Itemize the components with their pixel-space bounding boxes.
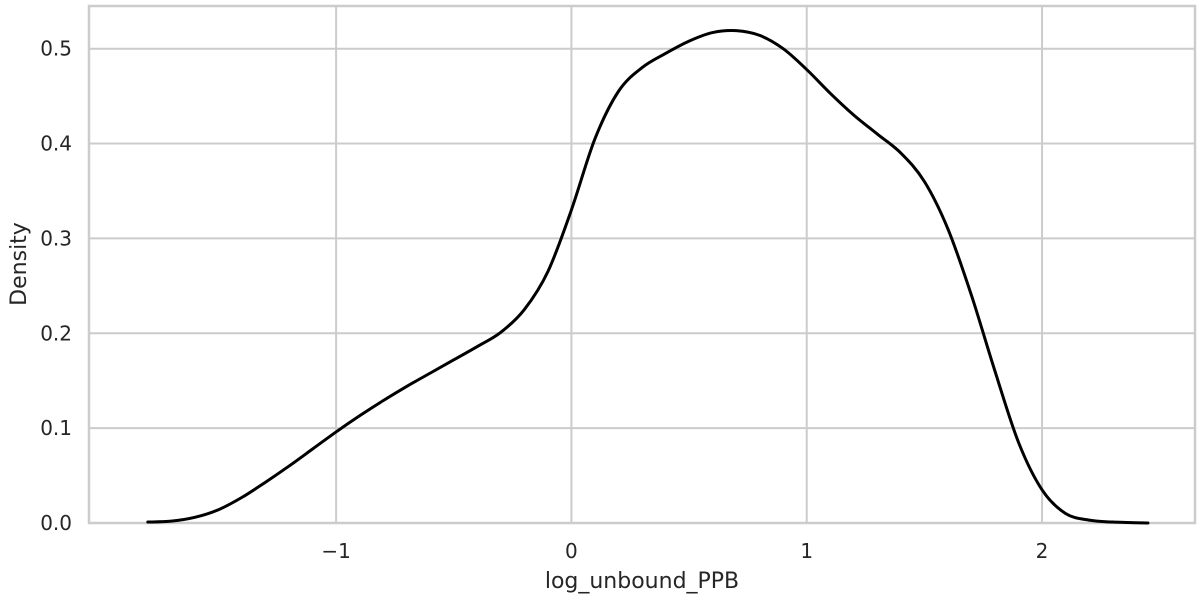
x-axis-label: log_unbound_PPB [545,569,739,594]
plot-frame [87,4,1197,525]
x-tick-label: 2 [1036,539,1049,563]
x-tick-label: 1 [800,539,813,563]
y-tick-label: 0.5 [40,37,72,61]
y-tick-label: 0.3 [40,226,72,250]
y-tick-label: 0.4 [40,132,72,156]
y-axis-label: Density [7,222,32,306]
y-tick-label: 0.0 [40,511,72,535]
y-tick-label: 0.2 [40,321,72,345]
y-tick-label: 0.1 [40,416,72,440]
x-tick-label: −1 [321,539,350,563]
y-tick-labels: 0.0 0.1 0.2 0.3 0.4 0.5 [40,37,72,535]
x-tick-label: 0 [565,539,578,563]
density-curve [146,29,1150,525]
grid-lines [89,6,1195,524]
x-tick-labels: −1 0 1 2 [321,539,1048,563]
series-layer [146,29,1150,525]
